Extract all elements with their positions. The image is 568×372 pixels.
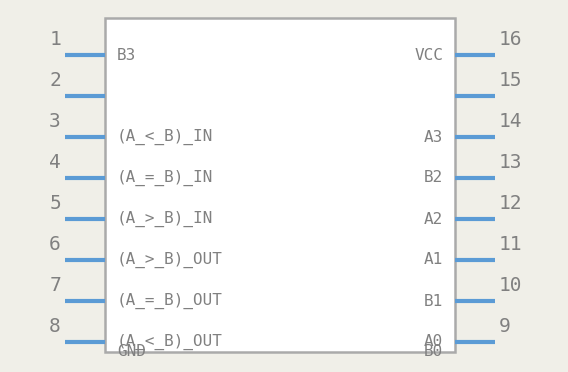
Text: (A_>_B)_OUT: (A_>_B)_OUT [117, 252, 223, 268]
Text: 10: 10 [499, 276, 523, 295]
Text: A2: A2 [424, 212, 443, 227]
Text: 5: 5 [49, 194, 61, 213]
Text: (A_=_B)_OUT: (A_=_B)_OUT [117, 293, 223, 309]
Text: A1: A1 [424, 253, 443, 267]
Text: 16: 16 [499, 30, 523, 49]
Text: 4: 4 [49, 153, 61, 172]
Bar [105, 18, 455, 352]
Text: B2: B2 [424, 170, 443, 186]
Text: (A_<_B)_OUT: (A_<_B)_OUT [117, 334, 223, 350]
Text: A0: A0 [424, 334, 443, 350]
Text: (A_=_B)_IN: (A_=_B)_IN [117, 170, 213, 186]
Text: 3: 3 [49, 112, 61, 131]
Text: (A_<_B)_IN: (A_<_B)_IN [117, 129, 213, 145]
Text: 1: 1 [49, 30, 61, 49]
Text: B3: B3 [117, 48, 136, 62]
Text: 8: 8 [49, 317, 61, 336]
Text: B0: B0 [424, 344, 443, 359]
Text: A3: A3 [424, 129, 443, 144]
Text: GND: GND [117, 344, 146, 359]
Text: 7: 7 [49, 276, 61, 295]
Text: 14: 14 [499, 112, 523, 131]
Text: 6: 6 [49, 235, 61, 254]
Text: 9: 9 [499, 317, 511, 336]
Text: 11: 11 [499, 235, 523, 254]
Text: VCC: VCC [414, 48, 443, 62]
Text: 15: 15 [499, 71, 523, 90]
Text: 2: 2 [49, 71, 61, 90]
Text: (A_>_B)_IN: (A_>_B)_IN [117, 211, 213, 227]
Text: B1: B1 [424, 294, 443, 308]
Text: 13: 13 [499, 153, 523, 172]
Text: 12: 12 [499, 194, 523, 213]
